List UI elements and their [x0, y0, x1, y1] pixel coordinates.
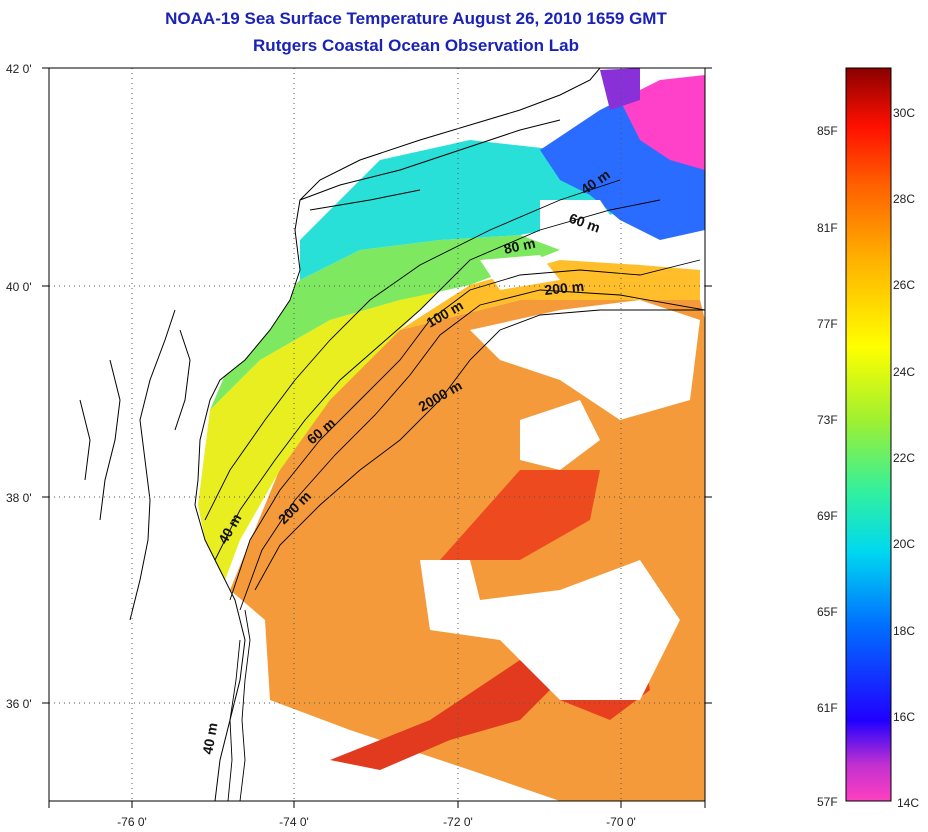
- isobath-line: [239, 289, 705, 611]
- map-panel: [49, 68, 705, 801]
- isobath-line: [227, 639, 241, 801]
- coastline-long-island: [299, 119, 561, 211]
- sst-hot-streak: [440, 470, 600, 560]
- sst-hot-streak: [330, 660, 560, 770]
- lon-label: -76 0': [117, 815, 147, 829]
- colorbar-c-label: 18C: [893, 624, 915, 638]
- lat-label: 42 0': [6, 62, 32, 76]
- colorbar-c-label: 22C: [893, 451, 915, 465]
- sst-cold-violet: [600, 68, 640, 110]
- colorbar-f-label: 65F: [817, 605, 838, 619]
- lon-label: -74 0': [279, 815, 309, 829]
- lat-label: 36 0': [6, 697, 32, 711]
- colorbar-f-label: 57F: [817, 795, 838, 809]
- sst-shelf-cyan: [300, 140, 640, 280]
- colorbar-c-label: 30C: [893, 106, 915, 120]
- isobath-line: [204, 179, 621, 521]
- lon-label: -72 0': [443, 815, 473, 829]
- isobath-line: [229, 259, 701, 601]
- sst-orange-region: [400, 260, 700, 330]
- map-frame: [48, 67, 706, 802]
- colorbar-f-label: 77F: [817, 317, 838, 331]
- lat-label: 38 0': [6, 491, 32, 505]
- colorbar-c-label: 16C: [893, 710, 915, 724]
- colorbar-f-label: 85F: [817, 124, 838, 138]
- no-data-patch: [470, 300, 700, 420]
- colorbar-c-label: 28C: [893, 192, 915, 206]
- isobath-label: 80 m: [502, 235, 537, 257]
- map-title: NOAA-19 Sea Surface Temperature August 2…: [165, 9, 667, 28]
- no-data-patch: [520, 400, 600, 470]
- colorbar-f-label: 73F: [817, 413, 838, 427]
- sst-cold-magenta: [620, 75, 705, 170]
- isobath-label: 200 m: [544, 278, 585, 298]
- sst-shelf-green: [210, 235, 560, 410]
- isobath-line: [239, 609, 251, 801]
- colorbar: [845, 67, 892, 802]
- colorbar-f-label: 61F: [817, 701, 838, 715]
- colorbar-labels: 85F 81F 77F 73F 69F 65F 61F 57F 30C 28C …: [817, 106, 919, 810]
- sst-shelf-yellow: [198, 290, 440, 580]
- map-subtitle: Rutgers Coastal Ocean Observation Lab: [253, 36, 579, 55]
- colorbar-c-label: 24C: [893, 365, 915, 379]
- colorbar-c-label: 26C: [893, 278, 915, 292]
- coastline-bay: [79, 309, 191, 621]
- isobath-line: [254, 309, 705, 591]
- no-data-patch: [540, 200, 620, 245]
- graticule: [49, 68, 705, 801]
- colorbar-f-label: 81F: [817, 221, 838, 235]
- colorbar-c-label: 14C: [897, 796, 919, 810]
- colorbar-f-label: 69F: [817, 509, 838, 523]
- colorbar-c-label: 20C: [893, 537, 915, 551]
- isobath-line: [214, 199, 661, 561]
- lat-label: 40 0': [6, 280, 32, 294]
- lon-label: -70 0': [606, 815, 636, 829]
- land-mass: [49, 68, 601, 801]
- isobath-label: 40 m: [199, 721, 220, 755]
- no-data-patch: [420, 560, 680, 700]
- frame-ticks: [42, 67, 712, 808]
